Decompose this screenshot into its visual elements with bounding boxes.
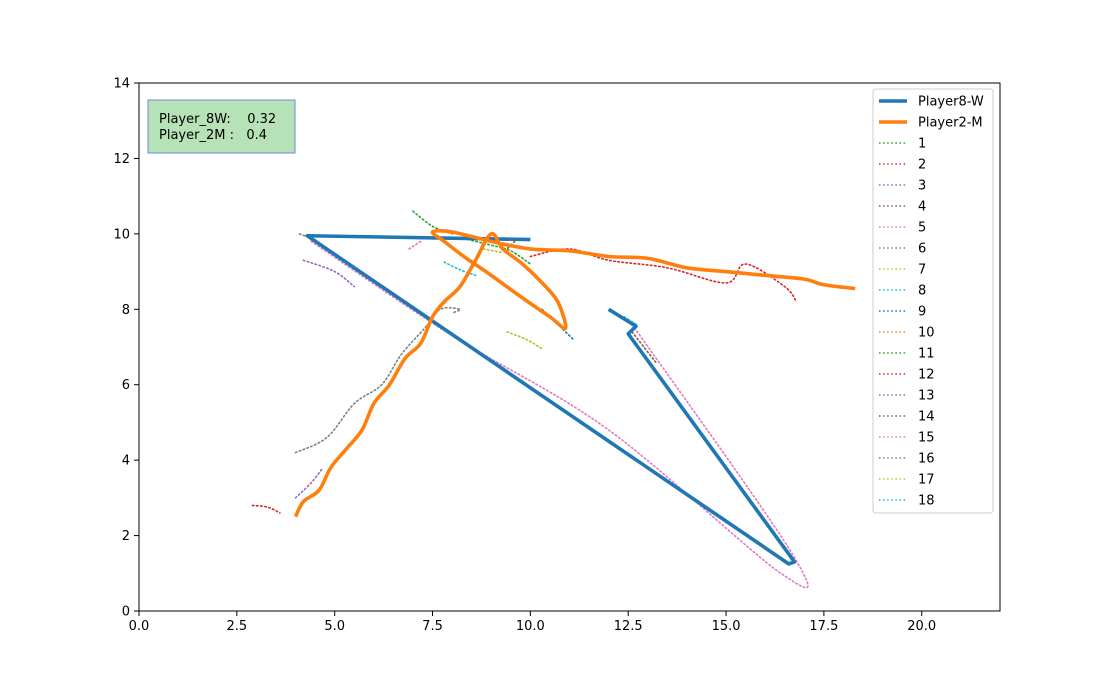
x-tick-label: 2.5 xyxy=(226,619,247,634)
series-line-3 xyxy=(294,466,324,499)
series-line-5 xyxy=(408,240,422,250)
series-line-17 xyxy=(482,248,504,254)
y-tick-label: 12 xyxy=(113,152,130,167)
x-tick-label: 12.5 xyxy=(614,619,643,634)
legend-entry: 16 xyxy=(879,452,935,467)
legend-entry: 6 xyxy=(879,242,926,257)
y-tick-label: 8 xyxy=(122,303,130,318)
info-line-player8w: Player_8W: 0.32 xyxy=(159,112,276,127)
series-line-6 xyxy=(294,306,461,454)
x-tick-label: 7.5 xyxy=(422,619,443,634)
x-tick-label: 0.0 xyxy=(129,619,150,634)
legend-label: 17 xyxy=(918,473,935,488)
legend-label: 8 xyxy=(918,284,926,299)
legend-label: 2 xyxy=(918,158,926,173)
legend-label: 7 xyxy=(918,263,926,278)
info-box: Player_8W: 0.32 Player_2M : 0.4 xyxy=(147,99,296,154)
legend-entry: 11 xyxy=(879,347,935,362)
y-tick-label: 2 xyxy=(122,529,130,544)
legend-label: 10 xyxy=(918,326,935,341)
legend-box xyxy=(872,88,994,514)
legend-label: 6 xyxy=(918,242,926,257)
series-line-player8-w xyxy=(305,233,797,566)
legend-entries: Player8-WPlayer2-M1234567891011121314151… xyxy=(879,95,984,509)
x-tick-label: 15.0 xyxy=(712,619,741,634)
x-tick-label: 5.0 xyxy=(324,619,345,634)
legend-entry: 15 xyxy=(879,431,935,446)
y-tick-label: 4 xyxy=(122,454,130,469)
legend-entry: Player8-W xyxy=(879,95,984,110)
legend-entry: 3 xyxy=(879,179,926,194)
axis-ticks: 0.0 2.5 5.0 7.5 10.0 12.5 15.0 17.5 20.0 0 2 4 6 8 10 1… xyxy=(113,77,936,635)
legend-entry: 12 xyxy=(879,368,935,383)
legend-entry: 9 xyxy=(879,305,926,320)
y-tick-label: 10 xyxy=(113,227,130,242)
legend-label: Player8-W xyxy=(918,95,984,110)
y-tick-label: 14 xyxy=(113,77,130,92)
legend-entry: 1 xyxy=(879,137,926,152)
legend-label: 9 xyxy=(918,305,926,320)
legend-label: 15 xyxy=(918,431,935,446)
legend-label: 16 xyxy=(918,452,935,467)
legend-entry: 4 xyxy=(879,200,926,215)
legend-label: 5 xyxy=(918,221,926,236)
y-tick-label: 0 xyxy=(122,605,130,620)
legend-label: 14 xyxy=(918,410,935,425)
legend-label: 11 xyxy=(918,347,935,362)
legend-label: 1 xyxy=(918,137,926,152)
legend-entry: 5 xyxy=(879,221,926,236)
legend-entry: 17 xyxy=(879,473,935,488)
legend-entry: 18 xyxy=(879,494,935,509)
series-line-player2-m xyxy=(293,228,856,518)
series-line-13 xyxy=(302,259,356,288)
legend-label: 3 xyxy=(918,179,926,194)
legend-entry: 13 xyxy=(879,389,935,404)
y-tick-label: 6 xyxy=(122,378,130,393)
legend-entry: Player2-M xyxy=(879,116,983,131)
plot-area-frame xyxy=(138,82,1001,612)
legend-label: 12 xyxy=(918,368,935,383)
legend-entry: 2 xyxy=(879,158,926,173)
legend-entry: 10 xyxy=(879,326,935,341)
series-layer xyxy=(251,210,856,589)
series-line-7 xyxy=(506,331,543,350)
x-tick-label: 17.5 xyxy=(809,619,838,634)
series-line-14 xyxy=(631,331,657,363)
series-line-12 xyxy=(529,248,798,303)
x-tick-label: 20.0 xyxy=(907,619,936,634)
legend-entry: 7 xyxy=(879,263,926,278)
legend-label: Player2-M xyxy=(918,116,983,131)
series-line-8 xyxy=(443,261,477,277)
legend-label: 18 xyxy=(918,494,935,509)
info-box-background xyxy=(147,99,296,154)
x-tick-label: 10.0 xyxy=(516,619,545,634)
legend-entry: 14 xyxy=(879,410,935,425)
series-line-2 xyxy=(251,504,281,514)
info-line-player2m: Player_2M : 0.4 xyxy=(159,128,267,143)
legend-entry: 8 xyxy=(879,284,926,299)
legend-label: 13 xyxy=(918,389,935,404)
legend: Player8-WPlayer2-M1234567891011121314151… xyxy=(872,88,994,514)
legend-label: 4 xyxy=(918,200,926,215)
